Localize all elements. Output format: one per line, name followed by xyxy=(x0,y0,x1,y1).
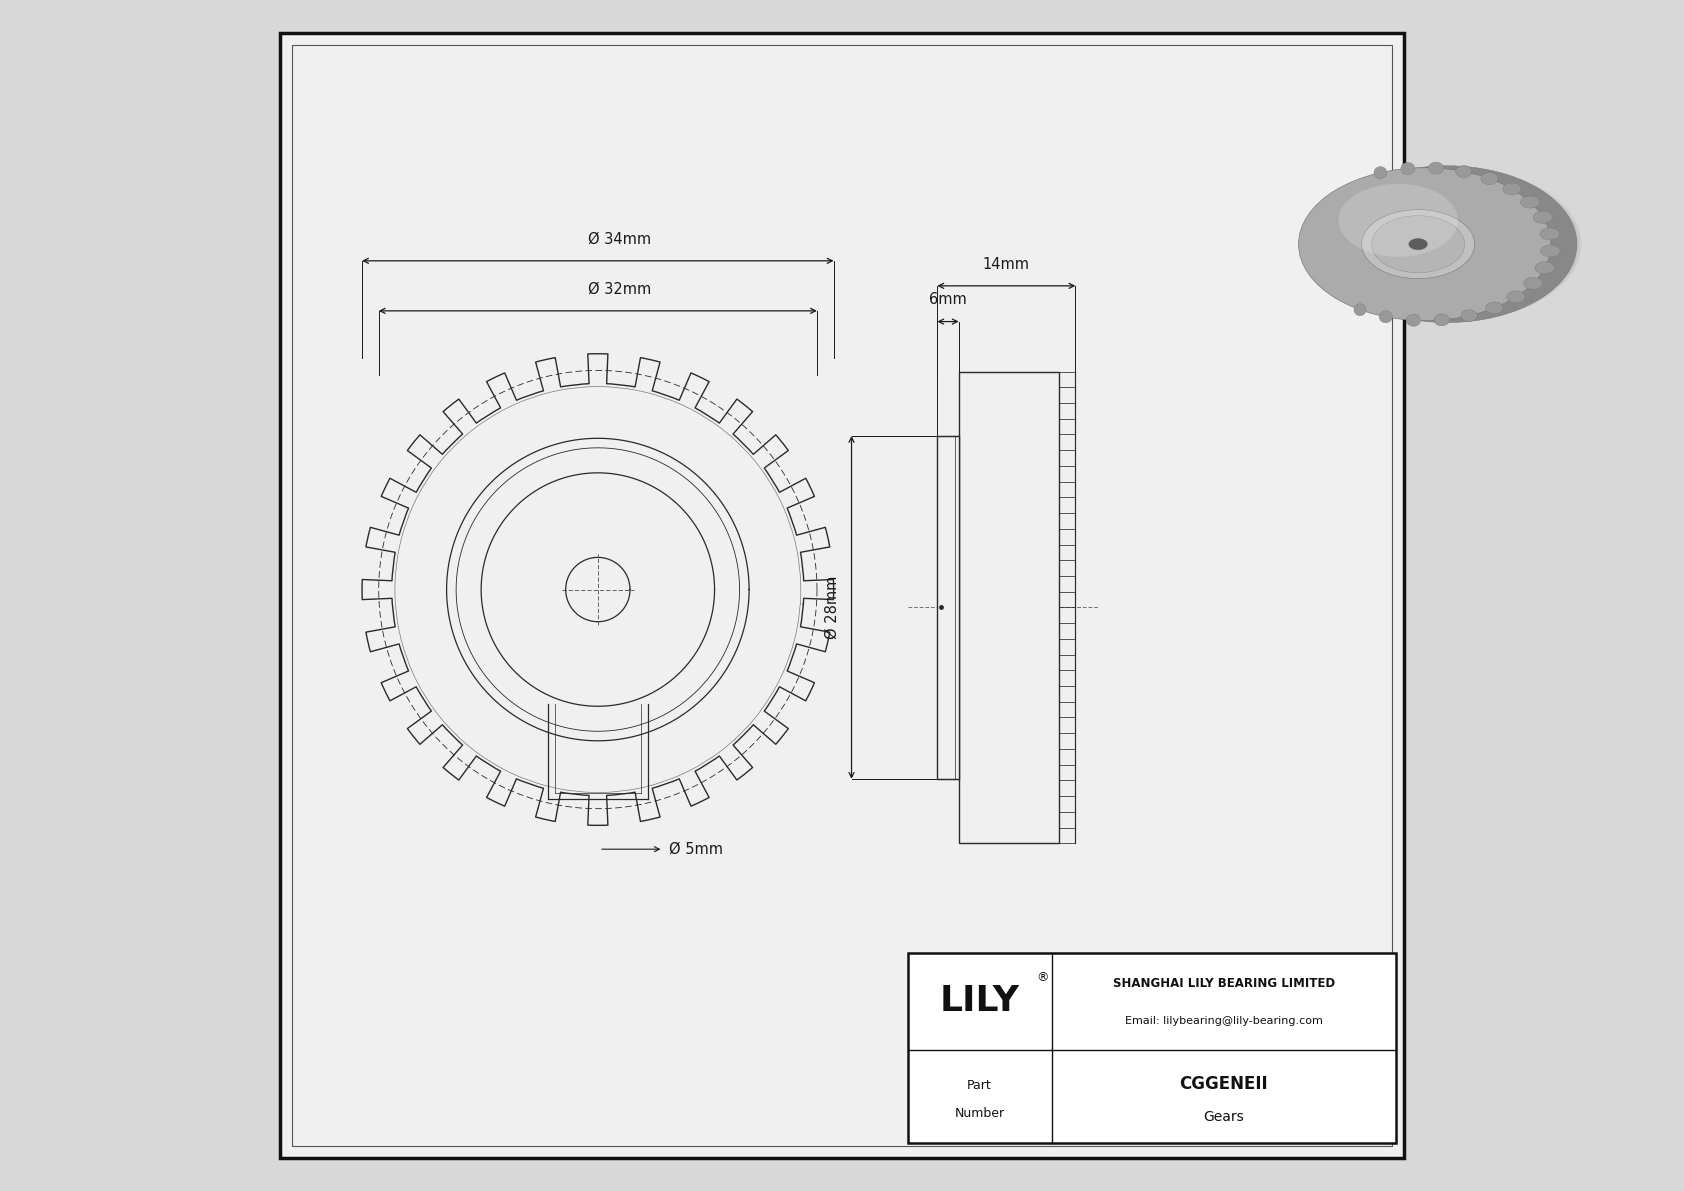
Ellipse shape xyxy=(1524,278,1543,289)
Ellipse shape xyxy=(1319,168,1571,320)
Ellipse shape xyxy=(1324,168,1576,320)
Ellipse shape xyxy=(1406,314,1421,326)
Text: Ø 34mm: Ø 34mm xyxy=(588,231,650,247)
Text: Ø 32mm: Ø 32mm xyxy=(588,281,652,297)
Ellipse shape xyxy=(1302,168,1554,320)
Ellipse shape xyxy=(1401,162,1415,174)
Ellipse shape xyxy=(1428,162,1443,174)
Ellipse shape xyxy=(1502,183,1521,195)
Ellipse shape xyxy=(1329,168,1581,320)
Ellipse shape xyxy=(1305,168,1558,320)
Ellipse shape xyxy=(1319,166,1576,323)
Ellipse shape xyxy=(1300,168,1553,320)
Ellipse shape xyxy=(1308,168,1561,320)
Ellipse shape xyxy=(1435,314,1450,326)
Bar xyxy=(958,372,1059,843)
Text: Part: Part xyxy=(967,1079,992,1092)
Ellipse shape xyxy=(1310,168,1563,320)
Ellipse shape xyxy=(1314,168,1566,320)
Ellipse shape xyxy=(1480,173,1499,185)
Text: Email: lilybearing@lily-bearing.com: Email: lilybearing@lily-bearing.com xyxy=(1125,1016,1322,1025)
Ellipse shape xyxy=(1327,168,1580,320)
Text: Ø 28mm: Ø 28mm xyxy=(825,575,840,640)
Ellipse shape xyxy=(1507,291,1526,303)
Ellipse shape xyxy=(1485,303,1504,314)
Text: 6mm: 6mm xyxy=(930,292,967,307)
Text: Ø 5mm: Ø 5mm xyxy=(669,842,724,856)
Ellipse shape xyxy=(1379,311,1393,323)
Ellipse shape xyxy=(1372,216,1465,273)
Ellipse shape xyxy=(1539,227,1559,239)
Ellipse shape xyxy=(1455,166,1472,177)
Text: ®: ® xyxy=(1037,971,1049,984)
Text: SHANGHAI LILY BEARING LIMITED: SHANGHAI LILY BEARING LIMITED xyxy=(1113,978,1335,991)
Text: CGGENEII: CGGENEII xyxy=(1179,1074,1268,1092)
Text: Number: Number xyxy=(955,1106,1005,1120)
Bar xyxy=(908,953,1396,1143)
Ellipse shape xyxy=(1541,245,1561,257)
Ellipse shape xyxy=(1339,183,1458,257)
Text: LILY: LILY xyxy=(940,985,1019,1018)
Ellipse shape xyxy=(1354,304,1366,316)
Ellipse shape xyxy=(1532,211,1553,223)
Ellipse shape xyxy=(1410,238,1428,250)
Bar xyxy=(938,436,958,779)
Ellipse shape xyxy=(1521,197,1539,208)
Ellipse shape xyxy=(1362,210,1475,279)
Ellipse shape xyxy=(1462,310,1477,322)
Text: 14mm: 14mm xyxy=(983,256,1031,272)
Ellipse shape xyxy=(1536,262,1554,274)
Ellipse shape xyxy=(1322,168,1573,320)
Ellipse shape xyxy=(1374,167,1388,179)
Ellipse shape xyxy=(1298,168,1551,320)
Text: Gears: Gears xyxy=(1204,1110,1244,1124)
Ellipse shape xyxy=(1315,168,1568,320)
